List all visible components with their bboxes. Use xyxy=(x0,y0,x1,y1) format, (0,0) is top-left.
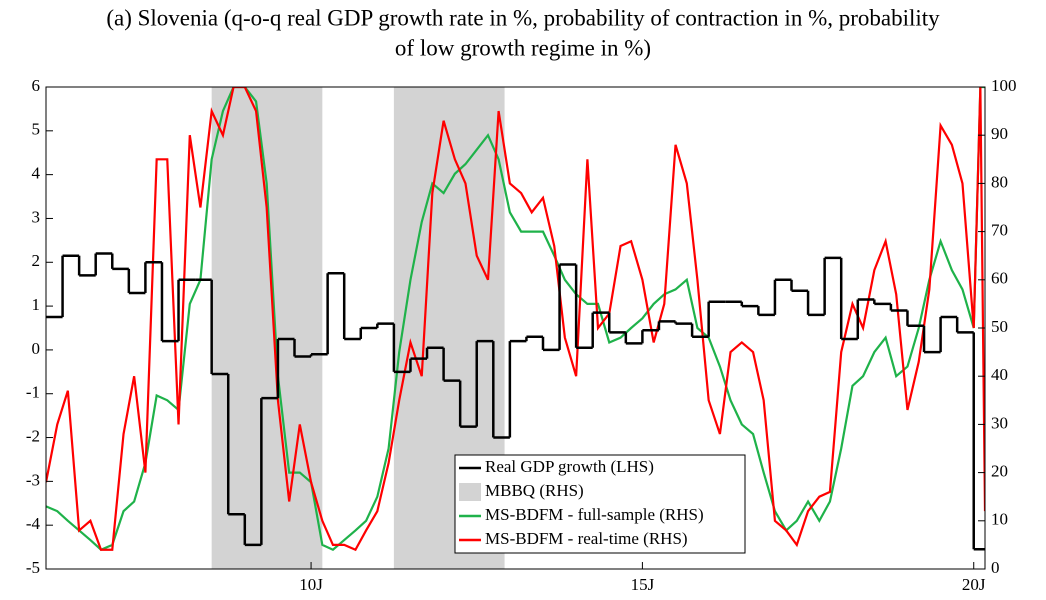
y-tick-label: 3 xyxy=(32,207,41,226)
y-tick-label: 4 xyxy=(32,164,41,183)
x-tick-label: 15J xyxy=(631,575,655,594)
y2-tick-label: 90 xyxy=(991,124,1008,143)
chart-title: (a) Slovenia (q-o-q real GDP growth rate… xyxy=(106,5,940,30)
y-tick-label: 2 xyxy=(32,251,41,270)
y2-tick-label: 70 xyxy=(991,221,1008,240)
legend-box xyxy=(454,454,746,554)
y-tick-label: -5 xyxy=(26,558,40,577)
y-tick-label: -4 xyxy=(26,514,41,533)
y2-tick-label: 80 xyxy=(991,172,1008,191)
y2-tick-label: 10 xyxy=(991,510,1008,529)
y2-tick-label: 30 xyxy=(991,413,1008,432)
legend-swatch xyxy=(459,483,481,501)
legend-label: MBBQ (RHS) xyxy=(485,481,584,500)
y-tick-label: 6 xyxy=(32,76,41,95)
y-tick-label: -2 xyxy=(26,426,40,445)
series-line xyxy=(46,87,985,552)
shaded-period xyxy=(211,87,323,569)
y2-tick-label: 40 xyxy=(991,365,1008,384)
y2-tick-label: 50 xyxy=(991,317,1008,336)
y-tick-label: -1 xyxy=(26,383,40,402)
y-tick-label: 0 xyxy=(32,339,41,358)
y2-tick-label: 0 xyxy=(991,558,1000,577)
y2-tick-label: 100 xyxy=(991,76,1017,95)
series-line xyxy=(46,87,985,552)
y-tick-label: 1 xyxy=(32,295,41,314)
plot xyxy=(46,87,985,569)
legend-label: MS-BDFM - full-sample (RHS) xyxy=(485,505,704,524)
y-tick-label: -3 xyxy=(26,470,40,489)
legend-label: MS-BDFM - real-time (RHS) xyxy=(485,529,688,548)
x-tick-label: 10J xyxy=(299,575,323,594)
x-tick-label: 20J xyxy=(962,575,986,594)
y-tick-label: 5 xyxy=(32,120,41,139)
y2-tick-label: 60 xyxy=(991,269,1008,288)
chart-title: of low growth regime in %) xyxy=(395,35,651,60)
y2-tick-label: 20 xyxy=(991,462,1008,481)
legend-label: Real GDP growth (LHS) xyxy=(485,457,654,476)
